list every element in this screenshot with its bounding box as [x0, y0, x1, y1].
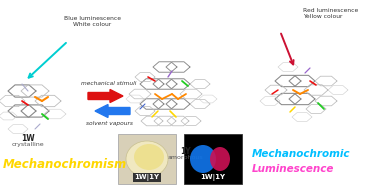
Text: solvent vapours: solvent vapours — [86, 121, 132, 126]
Ellipse shape — [134, 144, 164, 170]
FancyBboxPatch shape — [184, 134, 242, 184]
Text: Mechanochromism: Mechanochromism — [3, 157, 127, 170]
Ellipse shape — [126, 141, 168, 177]
Text: mechanical stimuli: mechanical stimuli — [81, 81, 137, 86]
Text: 1W|1Y: 1W|1Y — [200, 174, 226, 181]
Text: 1W: 1W — [21, 134, 35, 143]
Text: 1W|1Y: 1W|1Y — [135, 174, 159, 181]
Text: Mechanochromic: Mechanochromic — [252, 149, 350, 159]
Text: Red luminescence
Yellow colour: Red luminescence Yellow colour — [303, 8, 358, 19]
Ellipse shape — [190, 145, 216, 173]
Text: Luminescence: Luminescence — [252, 164, 334, 174]
FancyArrow shape — [88, 90, 123, 102]
Text: amorphous: amorphous — [167, 155, 203, 160]
Text: 1Y: 1Y — [180, 147, 190, 156]
FancyArrow shape — [95, 105, 130, 118]
Text: crystalline: crystalline — [12, 142, 44, 147]
Text: Blue luminescence
White colour: Blue luminescence White colour — [64, 16, 120, 27]
Ellipse shape — [210, 147, 230, 171]
FancyBboxPatch shape — [118, 134, 176, 184]
